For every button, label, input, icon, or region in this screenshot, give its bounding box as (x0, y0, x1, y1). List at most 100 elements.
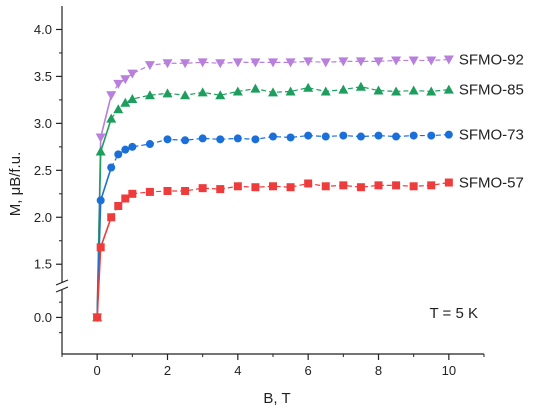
data-point-sfmo-92 (127, 69, 138, 79)
data-point-sfmo-73 (96, 196, 105, 205)
axis-break-mark (55, 286, 69, 293)
data-point-sfmo-73 (121, 145, 130, 154)
data-point-sfmo-92 (320, 58, 331, 68)
data-point-sfmo-85 (144, 90, 155, 100)
data-point-sfmo-73 (269, 132, 277, 141)
data-point-sfmo-85 (268, 87, 278, 97)
data-point-sfmo-73 (339, 131, 348, 140)
data-point-sfmo-92 (426, 56, 437, 66)
data-point-sfmo-73 (286, 133, 295, 142)
data-point-sfmo-57 (128, 189, 137, 198)
data-point-sfmo-92 (120, 75, 131, 85)
data-point-sfmo-85 (232, 86, 243, 96)
x-tick-label: 4 (234, 363, 241, 378)
data-point-sfmo-92 (162, 59, 173, 69)
x-tick-label: 2 (164, 363, 171, 378)
data-point-sfmo-57 (356, 183, 365, 192)
data-point-sfmo-57 (198, 184, 207, 193)
data-point-sfmo-92 (95, 133, 106, 143)
data-point-sfmo-92 (391, 56, 402, 66)
data-point-sfmo-57 (286, 183, 295, 192)
data-point-sfmo-73 (374, 131, 383, 140)
data-point-sfmo-57 (339, 181, 348, 190)
data-point-sfmo-85 (162, 88, 173, 98)
data-point-sfmo-57 (374, 181, 383, 190)
data-point-sfmo-73 (181, 136, 190, 145)
data-point-sfmo-92 (250, 58, 261, 68)
data-point-sfmo-85 (303, 82, 314, 92)
data-point-sfmo-57 (269, 182, 277, 191)
data-point-sfmo-85 (127, 93, 138, 103)
data-point-sfmo-57 (96, 243, 105, 252)
data-point-sfmo-57 (321, 182, 330, 191)
data-point-sfmo-57 (107, 213, 116, 222)
data-point-sfmo-73 (163, 135, 172, 144)
data-point-sfmo-73 (392, 132, 401, 141)
data-point-sfmo-73 (321, 132, 330, 141)
data-point-sfmo-85 (106, 113, 117, 123)
data-point-sfmo-73 (251, 135, 260, 144)
data-point-sfmo-85 (120, 97, 131, 107)
data-point-sfmo-92 (197, 58, 208, 68)
axes: 0 2 4 6 8 10 1.5 2.0 2.5 3.0 3.5 4.0 0.0 (34, 6, 485, 378)
data-point-sfmo-92 (285, 58, 296, 68)
data-point-sfmo-57 (181, 186, 190, 195)
y-tick-label: 4.0 (34, 22, 52, 37)
data-point-sfmo-57 (233, 182, 242, 191)
data-point-sfmo-57 (409, 182, 418, 191)
data-point-sfmo-92 (268, 58, 278, 68)
series-label-sfmo-73: SFMO-73 (459, 127, 524, 144)
data-point-sfmo-57 (121, 194, 130, 203)
y-tick-label: 3.0 (34, 116, 52, 131)
series-label-sfmo-57: SFMO-57 (459, 175, 524, 192)
series-line-sfmo-57 (110, 181, 449, 218)
data-point-sfmo-85 (250, 83, 261, 93)
y-tick-label: 1.5 (34, 257, 52, 272)
data-point-sfmo-92 (303, 57, 314, 67)
data-point-sfmo-85 (408, 85, 419, 95)
data-point-sfmo-57 (145, 187, 154, 196)
data-point-sfmo-73 (216, 135, 225, 144)
y-tick-label: 3.5 (34, 69, 52, 84)
label-layer: SFMO-92 SFMO-85 SFMO-73 SFMO-57 (459, 52, 524, 192)
y-tick-label: 2.0 (34, 210, 52, 225)
data-point-sfmo-92 (113, 79, 124, 89)
data-point-sfmo-92 (355, 57, 366, 67)
data-point-sfmo-85 (443, 84, 454, 94)
data-point-sfmo-92 (443, 55, 454, 65)
x-axis-label: B, T (263, 390, 290, 407)
data-point-sfmo-73 (409, 131, 418, 140)
series-line-sfmo-73 (110, 134, 449, 168)
x-tick-label: 8 (375, 363, 382, 378)
data-point-sfmo-85 (285, 86, 296, 96)
data-point-sfmo-57 (444, 178, 453, 187)
series-layer (92, 55, 454, 323)
data-point-sfmo-85 (373, 85, 384, 95)
data-point-sfmo-57 (427, 181, 436, 190)
data-point-sfmo-85 (180, 90, 191, 100)
data-point-sfmo-57 (251, 183, 260, 192)
x-tick-label: 0 (94, 363, 101, 378)
data-point-sfmo-85 (95, 146, 106, 156)
data-point-sfmo-92 (373, 57, 384, 67)
data-point-sfmo-57 (304, 179, 313, 188)
data-point-sfmo-57 (392, 181, 401, 190)
data-point-sfmo-92 (408, 56, 419, 66)
data-point-sfmo-57 (163, 186, 172, 195)
data-point-sfmo-73 (356, 132, 365, 141)
data-point-sfmo-85 (338, 84, 349, 94)
y-tick-label: 2.5 (34, 163, 52, 178)
series-label-sfmo-92: SFMO-92 (459, 52, 524, 69)
data-point-sfmo-92 (215, 59, 226, 69)
y-tick-label: 0.0 (34, 310, 52, 325)
data-point-sfmo-73 (427, 131, 436, 140)
y-axis-label: M, μB/f.u. (7, 152, 24, 217)
data-point-sfmo-73 (198, 134, 207, 143)
data-point-sfmo-85 (113, 104, 124, 114)
data-point-sfmo-92 (106, 91, 117, 101)
data-point-sfmo-73 (128, 142, 137, 151)
series-label-sfmo-85: SFMO-85 (459, 82, 524, 99)
data-point-sfmo-73 (114, 150, 123, 159)
data-point-sfmo-92 (232, 58, 243, 68)
